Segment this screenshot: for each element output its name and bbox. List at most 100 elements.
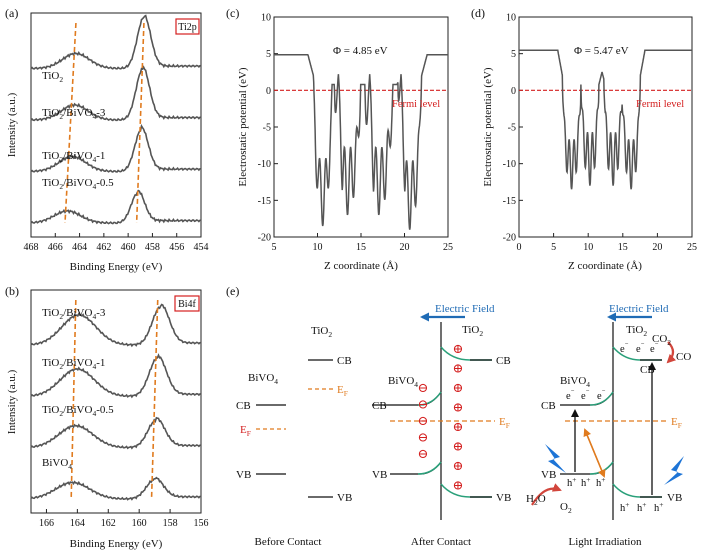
x-tick-label-c: 10: [313, 242, 323, 253]
y-tick-label-c: 0: [266, 86, 271, 97]
after-bivo4-vb-bend: [417, 461, 442, 475]
xps-curve-b-1: [30, 353, 202, 399]
light-irradiation-caption: Light Irradiation: [568, 536, 642, 548]
panel-a-xlabel: Binding Energy (eV): [70, 261, 163, 273]
panel-b-ylabel: Intensity (a.u.): [6, 369, 18, 434]
badge-ti2p: Ti2p: [178, 22, 197, 33]
y-tick-label-d: -5: [508, 123, 516, 134]
x-tick-label-c: 25: [443, 242, 453, 253]
light-electron-transfer-arrow: [583, 428, 605, 477]
panel-d-ticks: 0 5 10 15 20 25 -20 -15 -10 -5 0 5 10: [503, 13, 697, 254]
panel-d-ylabel: Electrostatic potential (eV): [482, 67, 494, 186]
x-tick-label-b: 158: [163, 518, 178, 529]
x-tick-label-a: 454: [194, 242, 209, 253]
panel-b-frame: [30, 289, 202, 514]
light-electrons: e⁻ e⁻ e⁻ e⁻ e⁻ e⁻: [566, 341, 659, 402]
panel-a-ylabel: Intensity (a.u.): [6, 92, 18, 157]
negative-charge: ⊖: [418, 446, 429, 461]
before-bivo4-label: BiVO4: [248, 372, 278, 386]
potential-curve-c: [274, 54, 448, 230]
y-tick-label-d: 10: [506, 13, 516, 24]
light-field-label: Electric Field: [609, 303, 669, 315]
before-tio2-cb-label: CB: [337, 355, 352, 367]
after-tio2-cb-label: CB: [496, 355, 511, 367]
positive-charge: ⊕: [453, 478, 464, 493]
after-bivo4-vb-line: [390, 461, 442, 475]
co-label: CO: [676, 351, 691, 363]
panel-a-label: (a): [5, 6, 18, 20]
x-tick-label-d: 5: [551, 242, 556, 253]
hole: h+: [596, 475, 605, 489]
y-tick-label-c: -10: [258, 159, 271, 170]
xps-curve-b-2: [30, 416, 202, 450]
light-bolt-icon-right: [664, 456, 684, 485]
panel-d-label: (d): [471, 6, 485, 20]
before-bivo4-vb-label: VB: [236, 469, 251, 481]
potential-curve-d: [519, 49, 692, 190]
positive-charge: ⊕: [453, 341, 464, 356]
panel-e-label: (e): [226, 284, 239, 298]
electron: e⁻: [566, 388, 575, 402]
x-tick-label-c: 15: [356, 242, 366, 253]
x-tick-label-c: 5: [272, 242, 277, 253]
electron: e⁻: [650, 341, 659, 355]
y-tick-label-c: 10: [261, 13, 271, 24]
light-ef-label: EF: [671, 416, 682, 430]
y-tick-label-c: 5: [266, 49, 271, 60]
panel-a-curves: [30, 14, 202, 225]
after-bivo4-label: BiVO4: [388, 375, 418, 389]
panel-c-label: (c): [226, 6, 239, 20]
panel-d-plot: [519, 49, 692, 190]
hole: h+: [654, 500, 663, 514]
x-tick-label-d: 0: [517, 242, 522, 253]
panel-a-frame: [30, 12, 202, 238]
after-positive-charges: ⊕ ⊕ ⊕ ⊕ ⊕ ⊕ ⊕ ⊕: [453, 341, 464, 493]
x-tick-label-a: 458: [145, 242, 160, 253]
hole: h+: [567, 475, 576, 489]
panel-c-plot: [274, 54, 448, 230]
series-label-b-tio2-bivo4-1: TiO2/BiVO4-1: [42, 357, 105, 371]
after-field-label: Electric Field: [435, 303, 495, 315]
series-label-b-tio2-bivo4-3: TiO2/BiVO4-3: [42, 307, 106, 321]
panel-c-ylabel: Electrostatic potential (eV): [237, 67, 249, 186]
x-tick-label-a: 466: [48, 242, 63, 253]
panel-c-annotation: Φ = 4.85 eV: [333, 45, 388, 57]
x-tick-label-b: 160: [132, 518, 147, 529]
series-label-b-bivo4: BiVO4: [42, 457, 72, 471]
hole: h+: [620, 500, 629, 514]
panel-a: (a) Ti2p TiO2 TiO2/BiVO4-3 TiO2/BiVO4-1 …: [5, 6, 209, 273]
xps-dashed-line-a-1: [135, 22, 145, 224]
series-label-b-tio2-bivo4-0.5: TiO2/BiVO4-0.5: [42, 404, 114, 418]
panel-c-ticks: 5 10 15 20 25 -20 -15 -10 -5 0 5 10: [258, 13, 453, 254]
before-contact-diagram: TiO2 CB EF VB BiVO4 CB EF VB Before Cont…: [236, 325, 352, 548]
before-contact-caption: Before Contact: [255, 536, 322, 548]
light-irradiation-diagram: Electric Field TiO2 BiVO4 CB CB EF VB VB…: [526, 303, 691, 548]
xps-curve-a-0: [30, 14, 202, 71]
positive-charge: ⊕: [453, 419, 464, 434]
panel-d: (d) 0 5 10 15 20 25 -20 -15 -10 -5 0 5 10 Φ = 5.47 e…: [471, 6, 697, 272]
after-tio2-label: TiO2: [462, 324, 483, 338]
xps-dashed-line-b-0: [70, 299, 77, 500]
x-tick-label-d: 20: [652, 242, 662, 253]
panel-d-annotation: Φ = 5.47 eV: [574, 45, 629, 57]
hole: h+: [637, 500, 646, 514]
x-tick-label-a: 460: [121, 242, 136, 253]
negative-charge: ⊖: [418, 397, 429, 412]
after-bivo4-cb-label: CB: [372, 400, 387, 412]
series-label-tio2-bivo4-0.5: TiO2/BiVO4-0.5: [42, 177, 114, 191]
panel-b: (b) Bi4f TiO2/BiVO4-3 TiO2/BiVO4-1 TiO2/…: [5, 284, 209, 550]
panel-b-x-ticks: 166 164 162 160 158 156: [39, 509, 209, 529]
xps-curve-a-3: [30, 189, 202, 225]
xps-dashed-line-b-1: [150, 299, 159, 500]
y-tick-label-c: -15: [258, 196, 271, 207]
h2o-oxidation-arrow: [531, 483, 562, 506]
before-tio2-label: TiO2: [311, 325, 332, 339]
xps-dashed-line-a-0: [64, 22, 77, 224]
light-tio2-vb-label: VB: [667, 492, 682, 504]
electron: e⁻: [581, 388, 590, 402]
after-negative-charges: ⊖⊖⊖⊖⊖: [418, 380, 429, 461]
series-label-tio2-bivo4-1: TiO2/BiVO4-1: [42, 150, 105, 164]
after-ef-label: EF: [499, 416, 510, 430]
panel-b-series-labels: TiO2/BiVO4-3 TiO2/BiVO4-1 TiO2/BiVO4-0.5…: [42, 307, 114, 471]
